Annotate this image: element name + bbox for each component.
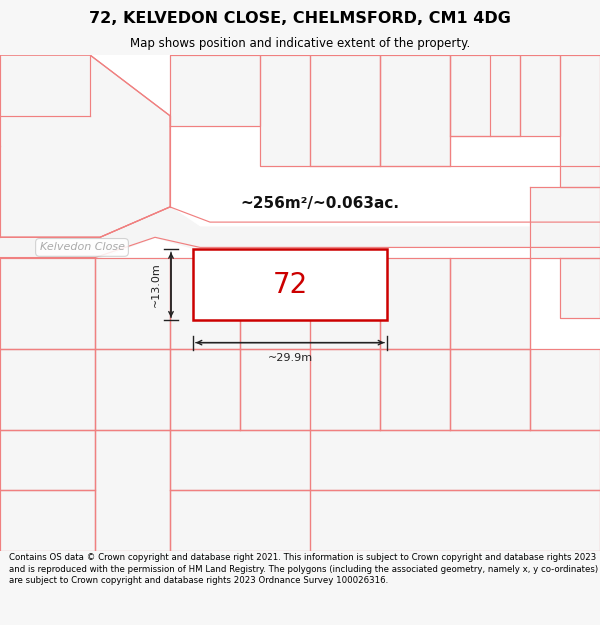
Polygon shape [560,258,600,318]
Text: Map shows position and indicative extent of the property.: Map shows position and indicative extent… [130,38,470,51]
Text: 72: 72 [272,271,308,299]
Polygon shape [310,491,600,551]
Polygon shape [0,258,95,349]
Text: 72, KELVEDON CLOSE, CHELMSFORD, CM1 4DG: 72, KELVEDON CLOSE, CHELMSFORD, CM1 4DG [89,11,511,26]
Polygon shape [520,55,560,136]
Polygon shape [380,349,450,430]
Polygon shape [310,258,380,349]
Polygon shape [560,55,600,187]
Polygon shape [170,258,240,349]
Polygon shape [310,349,380,430]
Polygon shape [530,349,600,430]
Polygon shape [170,430,310,491]
Polygon shape [240,349,310,430]
Polygon shape [170,349,240,430]
Polygon shape [260,55,310,166]
Polygon shape [0,55,170,238]
Text: Contains OS data © Crown copyright and database right 2021. This information is : Contains OS data © Crown copyright and d… [9,552,598,586]
Polygon shape [170,491,310,551]
Polygon shape [95,258,170,349]
Text: ~256m²/~0.063ac.: ~256m²/~0.063ac. [241,196,400,211]
Polygon shape [450,349,530,430]
Polygon shape [0,430,95,491]
Polygon shape [95,349,170,430]
Polygon shape [450,258,530,349]
Polygon shape [380,55,450,166]
Polygon shape [0,491,95,551]
Text: ~29.9m: ~29.9m [268,352,313,362]
Polygon shape [240,258,310,349]
Polygon shape [0,349,95,430]
Polygon shape [95,430,170,551]
Polygon shape [450,55,520,136]
Text: ~13.0m: ~13.0m [151,262,161,308]
Text: Kelvedon Close: Kelvedon Close [40,242,125,252]
Polygon shape [310,55,380,166]
Bar [193,249,387,321]
Polygon shape [310,430,600,491]
Polygon shape [530,187,600,258]
Polygon shape [0,207,600,258]
Polygon shape [380,258,450,349]
Polygon shape [170,55,260,126]
